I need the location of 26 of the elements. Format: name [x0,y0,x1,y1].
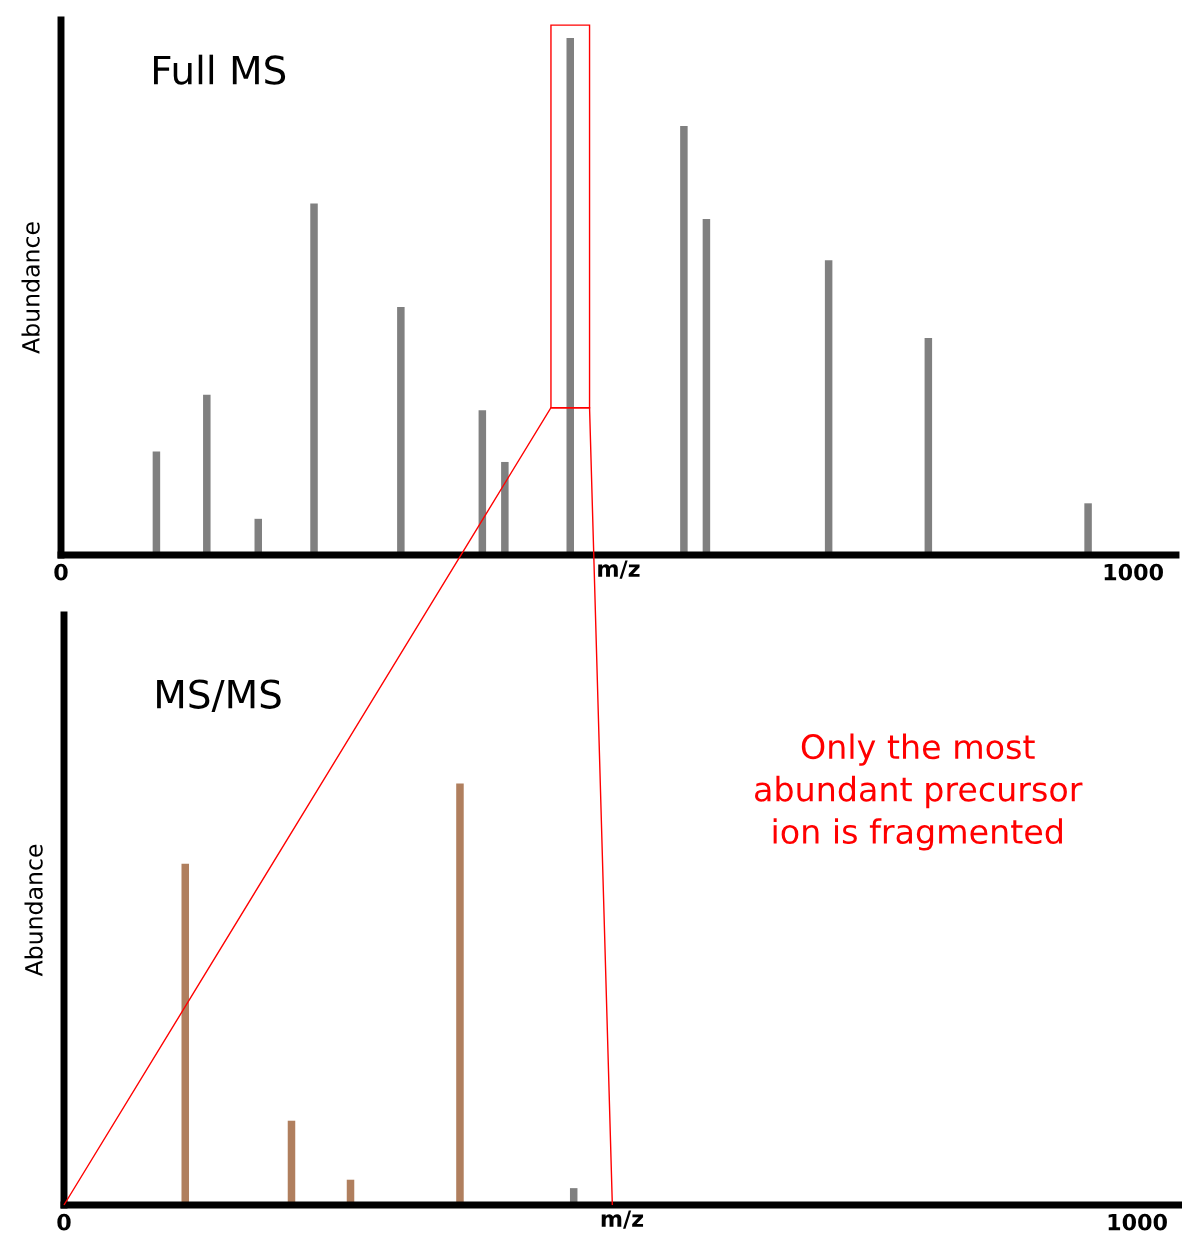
x-tick-label: 1000 [1104,563,1163,581]
bar [287,1120,296,1205]
bar [702,219,711,555]
bar [924,337,933,555]
x-axis-title: m/z [601,1210,644,1229]
bar [181,863,190,1205]
bar [1084,503,1092,555]
bar [478,410,487,555]
x-axis-title: m/z [598,560,640,579]
x-tick-label: 0 [57,1213,71,1231]
bar [152,451,161,555]
bar [397,306,405,555]
annotation: Only the most abundant precursor ion is fragmented [755,733,1083,851]
bar [501,461,509,555]
y-axis-title: Abundance [24,844,43,977]
bar [310,203,318,555]
x-tick-label: 1000 [1108,1213,1167,1231]
bar [203,394,211,555]
y-axis-title: Abundance [21,222,40,354]
bar [566,38,575,555]
bar [456,783,464,1205]
chart-title: MS/MS [157,679,281,712]
bar [824,260,833,555]
bar [680,125,688,555]
x-tick-label: 0 [54,563,68,581]
chart-title: Full MS [154,54,286,85]
